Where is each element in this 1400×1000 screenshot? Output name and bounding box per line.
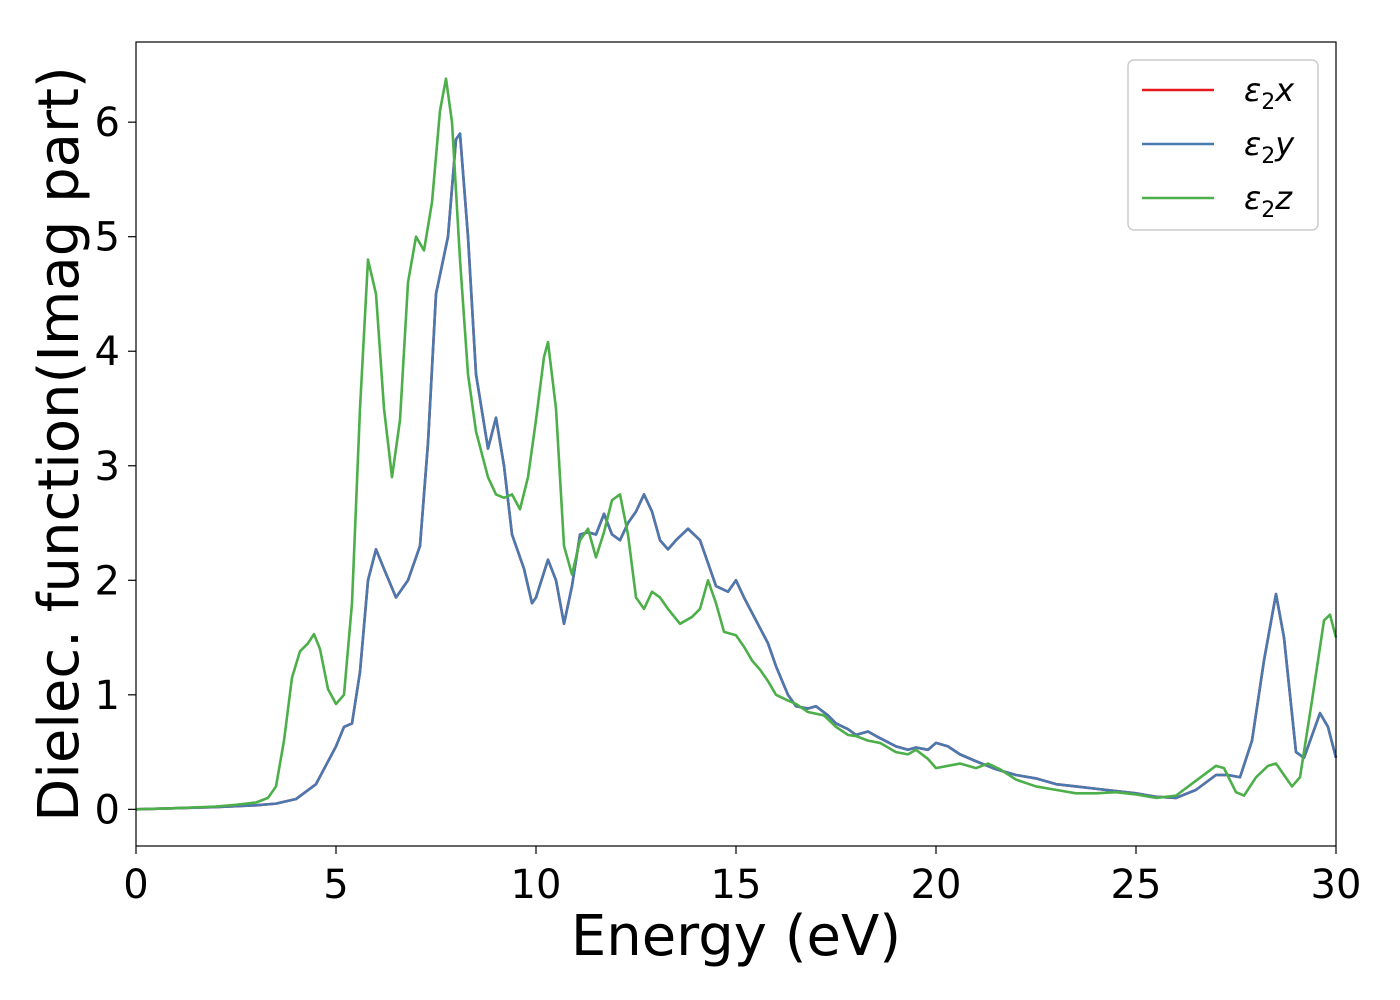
x-axis-ticks: 0 5 10 15 20 25 30 xyxy=(123,846,1361,908)
x-tick-label: 10 xyxy=(511,862,562,908)
x-axis-label: Energy (eV) xyxy=(571,904,901,969)
legend-label-z: ε2z xyxy=(1244,179,1293,223)
y-tick-label: 2 xyxy=(95,558,120,604)
y-axis-label: Dielec. function(Imag part) xyxy=(27,66,92,822)
x-tick-label: 15 xyxy=(711,862,762,908)
x-tick-label: 5 xyxy=(323,862,348,908)
series-layer xyxy=(135,77,1338,811)
series-line-z xyxy=(135,77,1338,811)
x-tick-label: 25 xyxy=(1111,862,1162,908)
legend-label-x: ε2x xyxy=(1244,71,1295,115)
y-tick-label: 0 xyxy=(95,787,120,833)
x-tick-label: 20 xyxy=(911,862,962,908)
legend-label-y: ε2y xyxy=(1244,125,1295,169)
y-tick-label: 1 xyxy=(95,673,120,719)
y-tick-label: 5 xyxy=(95,215,120,261)
y-tick-label: 3 xyxy=(95,444,120,490)
y-tick-label: 4 xyxy=(95,329,120,375)
x-tick-label: 30 xyxy=(1311,862,1362,908)
legend: ε2x ε2y ε2z xyxy=(1127,59,1319,231)
series-line-y xyxy=(135,132,1338,811)
legend-box xyxy=(1127,59,1319,231)
y-tick-label: 6 xyxy=(95,100,120,146)
x-tick-label: 0 xyxy=(123,862,148,908)
y-axis-ticks: 0 1 2 3 4 5 6 xyxy=(95,100,136,833)
